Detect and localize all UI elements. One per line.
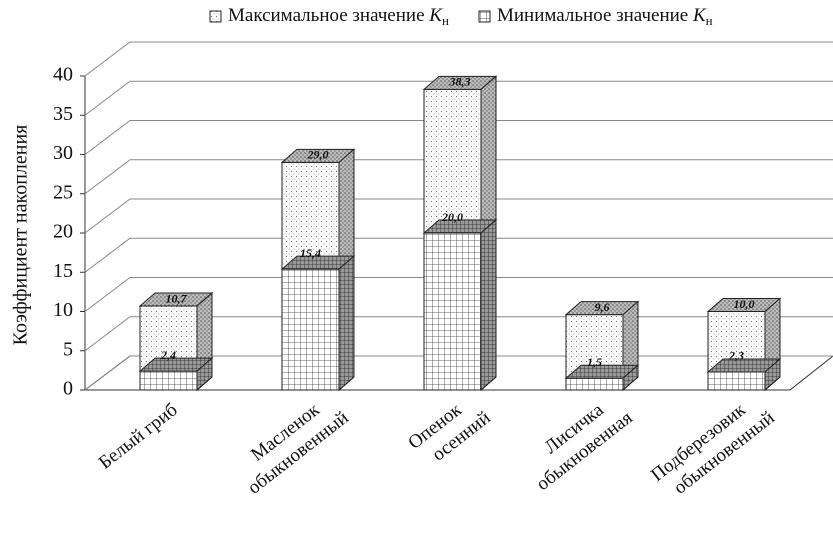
y-tick-label: 15 (53, 260, 73, 282)
value-label: 38,3 (449, 75, 471, 89)
bar-front (423, 232, 482, 391)
legend-label: Минимальное значение Kн (497, 5, 713, 28)
value-label: 15,4 (300, 246, 321, 260)
y-tick-label: 5 (63, 338, 73, 360)
grid-line (84, 277, 833, 312)
y-tick-label: 30 (53, 142, 73, 164)
x-tick-label: Белый гриб (95, 399, 182, 473)
bar-side (764, 357, 781, 392)
grid-line (84, 41, 833, 77)
value-label: 10,7 (166, 291, 188, 305)
grid-line (84, 237, 833, 273)
legend-label: Максимальное значение Kн (228, 5, 449, 28)
bar-front (707, 371, 766, 391)
y-tick-label: 35 (53, 103, 73, 125)
bar-front (565, 377, 624, 391)
x-tick-label: Масленокобыкновенный (229, 388, 352, 498)
bar (138, 357, 214, 392)
value-label: 2,4 (160, 348, 176, 362)
grid-line (84, 198, 833, 234)
x-tick-label: Лисичкаобыкновенная (518, 388, 637, 495)
bar (280, 255, 356, 392)
legend-swatch (478, 10, 491, 23)
y-tick-label: 20 (53, 221, 73, 243)
value-label: 2,3 (728, 349, 744, 363)
y-tick-label: 0 (63, 378, 73, 400)
bar-side (338, 255, 355, 392)
grid-line (84, 120, 833, 155)
value-label: 10,0 (734, 297, 755, 311)
bar-side (622, 364, 639, 392)
y-tick-label: 40 (53, 64, 73, 86)
value-label: 9,6 (595, 300, 610, 314)
value-label: 1,5 (587, 355, 602, 369)
grid-line (84, 159, 833, 195)
y-tick-label: 10 (53, 299, 73, 321)
value-label: 20,0 (441, 210, 463, 224)
y-tick-label: 25 (53, 181, 73, 203)
bar (422, 218, 498, 392)
x-tick-label: Опенокосенний (404, 388, 494, 472)
bar-side (196, 357, 213, 392)
bar-side (480, 218, 497, 392)
bar-front (281, 268, 340, 391)
y-axis-label: Коэффициент накопления (10, 125, 32, 346)
value-label: 29,0 (307, 148, 329, 162)
bar-front (139, 370, 198, 391)
bar (706, 357, 782, 392)
grid-line (84, 80, 833, 116)
legend-swatch (209, 10, 222, 23)
bar (564, 364, 640, 392)
x-tick-label: Подберезовикобыкновенный (647, 388, 778, 504)
